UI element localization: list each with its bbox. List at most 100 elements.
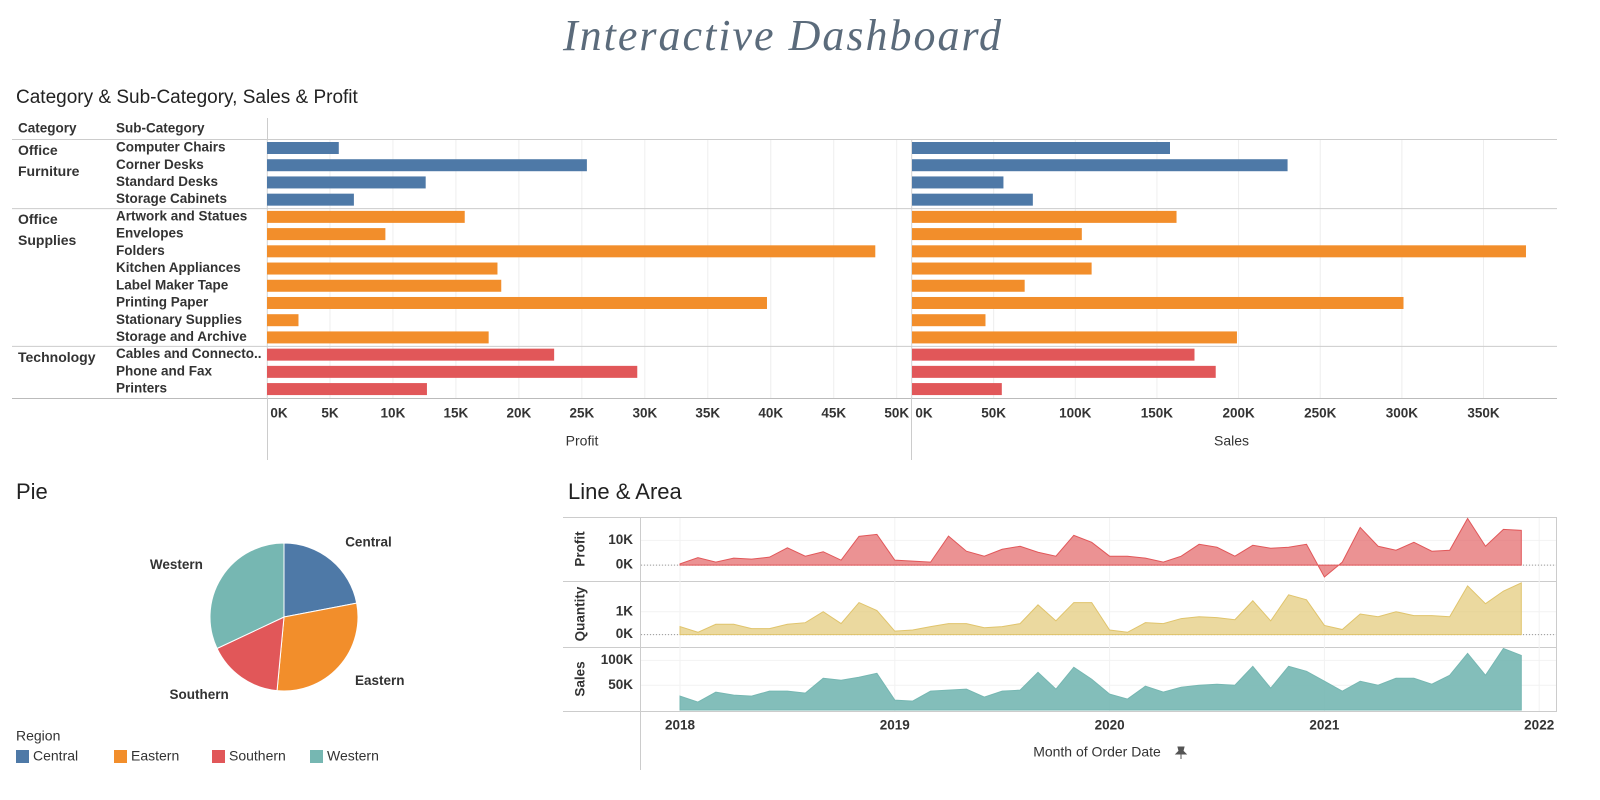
- subcategory-label: Storage and Archive: [116, 329, 247, 344]
- legend-label: Southern: [229, 748, 286, 764]
- y-tick-label: 0K: [616, 557, 634, 572]
- slice-label: Central: [345, 535, 392, 550]
- axis-title: Profit: [566, 433, 599, 449]
- bar: [912, 262, 1092, 275]
- bar: [267, 245, 876, 258]
- subcategory-label: Label Maker Tape: [116, 277, 229, 292]
- slice-label: Eastern: [355, 673, 405, 688]
- pie-slice: [216, 616, 285, 692]
- subcategory-label: Printing Paper: [116, 295, 209, 310]
- legend-label: Eastern: [131, 748, 179, 764]
- x-tick-label: 2019: [880, 718, 910, 733]
- x-tick-label: 50K: [884, 406, 909, 421]
- x-tick-label: 150K: [1141, 406, 1174, 421]
- x-tick-label: 15K: [444, 406, 469, 421]
- category-label: Technology: [18, 348, 96, 365]
- y-tick-label: 50K: [608, 677, 633, 692]
- x-tick-label: 0K: [270, 406, 288, 421]
- panel-label: Quantity: [573, 586, 588, 641]
- x-tick-label: 5K: [321, 406, 339, 421]
- area: [679, 517, 1522, 578]
- bar: [267, 383, 427, 396]
- bar: [912, 348, 1195, 361]
- bar: [267, 210, 465, 223]
- category-header: Category: [18, 121, 77, 136]
- y-tick-label: 10K: [608, 532, 633, 547]
- pie-slice: [209, 542, 285, 650]
- bar: [267, 296, 767, 309]
- subcategory-label: Cables and Connecto..: [116, 346, 262, 361]
- x-tick-label: 2018: [665, 718, 696, 733]
- slice-label: Southern: [170, 687, 229, 702]
- subcategory-label: Standard Desks: [116, 174, 218, 189]
- x-tick-label: 2022: [1524, 718, 1554, 733]
- bar: [912, 296, 1404, 309]
- bar: [912, 193, 1033, 206]
- legend-swatch: [114, 750, 127, 763]
- bar: [267, 331, 489, 344]
- x-tick-label: 30K: [632, 406, 657, 421]
- subcategory-label: Kitchen Appliances: [116, 260, 241, 275]
- bar: [267, 348, 555, 361]
- x-tick-label: 100K: [1059, 406, 1092, 421]
- slice-label: Western: [150, 557, 203, 572]
- bar: [912, 142, 1170, 154]
- x-tick-label: 300K: [1386, 406, 1419, 421]
- bar: [912, 159, 1288, 172]
- axis-title: Sales: [1214, 433, 1249, 449]
- area: [679, 647, 1522, 711]
- bar: [267, 176, 426, 189]
- panel-label: Profit: [573, 531, 588, 567]
- legend-label: Western: [327, 748, 379, 764]
- subcategory-label: Corner Desks: [116, 157, 204, 172]
- subcategory-header: Sub-Category: [116, 121, 205, 136]
- category-label: Office Furniture: [18, 142, 80, 179]
- x-tick-label: 200K: [1222, 406, 1255, 421]
- bar-chart-title: Category & Sub-Category, Sales & Profit: [16, 87, 359, 108]
- x-tick-label: 25K: [569, 406, 594, 421]
- bar: [912, 176, 1004, 189]
- x-tick-label: 250K: [1304, 406, 1337, 421]
- category-label: Office Supplies: [18, 210, 77, 248]
- x-tick-label: 10K: [381, 406, 406, 421]
- legend-swatch: [212, 750, 225, 763]
- legend-swatch: [310, 750, 323, 763]
- area-chart-title: Line & Area: [568, 479, 683, 504]
- subcategory-label: Folders: [116, 243, 165, 258]
- x-tick-label: 350K: [1467, 406, 1500, 421]
- bar: [912, 314, 986, 327]
- area: [679, 582, 1522, 636]
- x-tick-label: 50K: [981, 406, 1006, 421]
- x-tick-label: 2020: [1095, 718, 1125, 733]
- y-tick-label: 1K: [616, 603, 634, 618]
- bar: [912, 331, 1237, 344]
- pie-title: Pie: [16, 479, 48, 504]
- pin-icon: [1174, 746, 1188, 759]
- subcategory-label: Envelopes: [116, 226, 184, 241]
- x-tick-label: 40K: [758, 406, 783, 421]
- subcategory-label: Storage Cabinets: [116, 191, 227, 206]
- pie-slice: [276, 602, 359, 692]
- x-tick-label: 2021: [1309, 718, 1340, 733]
- bar: [912, 279, 1025, 292]
- bar: [267, 365, 638, 378]
- x-axis-title: Month of Order Date: [1033, 744, 1161, 760]
- bar: [912, 228, 1082, 241]
- bar: [267, 193, 354, 206]
- dashboard-title: Interactive Dashboard: [562, 11, 1003, 60]
- subcategory-label: Computer Chairs: [116, 140, 226, 155]
- x-tick-label: 45K: [821, 406, 846, 421]
- legend-swatch: [16, 750, 29, 763]
- x-tick-label: 0K: [915, 406, 933, 421]
- panel-label: Sales: [573, 661, 588, 696]
- bar: [912, 365, 1216, 378]
- bar: [267, 262, 498, 275]
- bar: [267, 142, 339, 154]
- bar: [912, 210, 1177, 223]
- bar: [912, 383, 1002, 396]
- legend-label: Central: [33, 748, 78, 764]
- bar: [267, 159, 587, 172]
- subcategory-label: Stationary Supplies: [116, 312, 242, 327]
